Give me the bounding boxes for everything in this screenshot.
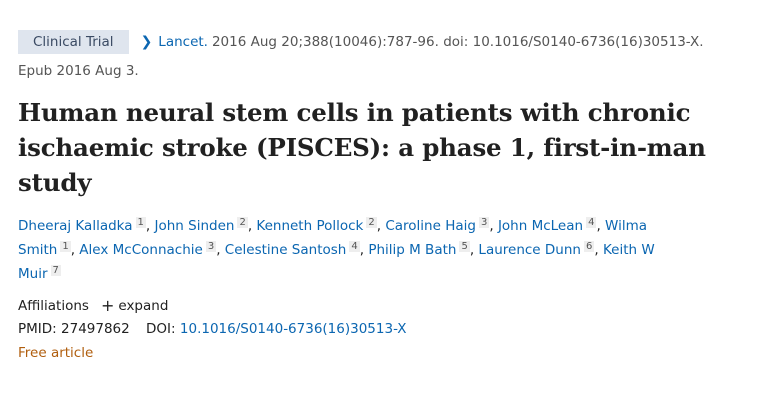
affiliation-number[interactable]: 4 [586,217,597,228]
plus-icon[interactable]: + [100,296,115,315]
expand-button[interactable]: expand [118,297,169,314]
affiliation-number[interactable]: 2 [366,217,377,228]
author-link[interactable]: Laurence Dunn [478,242,581,258]
pmid-value: 27497862 [61,321,130,337]
affiliation-number[interactable]: 4 [349,241,360,252]
affiliation-number[interactable]: 3 [478,217,490,228]
affiliations-label: Affiliations [18,297,89,314]
identifiers: PMID: 27497862 DOI: 10.1016/S0140-6736(1… [18,321,758,337]
chevron-right-icon[interactable]: ❯ [140,34,153,50]
author-link[interactable]: Keith W Muir [18,242,655,282]
epub-date: Epub 2016 Aug 3. [18,63,139,79]
affiliation-number[interactable]: 1 [60,241,71,252]
pmid-label: PMID: [18,321,57,337]
citation-details: 2016 Aug 20;388(10046):787-96. doi: 10.1… [211,34,704,50]
author-link[interactable]: John Sinden [154,218,235,234]
authors-list: Dheeraj Kalladka 1, John Sinden 2, Kenneth… [18,217,655,282]
author-link[interactable]: Celestine Santosh [224,242,347,258]
author-link[interactable]: Caroline Haig [385,218,476,234]
doi-link[interactable]: 10.1016/S0140-6736(16)30513-X [179,321,407,337]
journal-link[interactable]: Lancet. [158,34,208,50]
doi-label: DOI: [146,321,176,337]
author-link[interactable]: Philip M Bath [368,242,457,258]
author-link[interactable]: Kenneth Pollock [256,218,364,234]
publication-type-badge[interactable]: Clinical Trial [18,30,129,54]
citation-line: Clinical Trial ❯ Lancet. 2016 Aug 20;388… [18,30,758,54]
affiliation-number[interactable]: 6 [583,241,595,252]
author-link[interactable]: Wilma Smith [18,218,648,258]
free-article-label: Free article [18,345,94,361]
affiliation-number[interactable]: 5 [459,241,470,252]
author-link[interactable]: Alex McConnachie [79,242,203,258]
affiliation-number[interactable]: 2 [237,217,248,228]
affiliations: Affiliations + expand [18,296,758,315]
author-link[interactable]: Dheeraj Kalladka [18,218,133,234]
article-title: Human neural stem cells in patients with… [18,98,706,197]
article-header: Clinical Trial ❯ Lancet. 2016 Aug 20;388… [18,30,758,361]
author-link[interactable]: John McLean [497,218,584,234]
affiliation-number[interactable]: 7 [50,265,61,276]
affiliation-number[interactable]: 3 [205,241,217,252]
affiliation-number[interactable]: 1 [135,217,146,228]
